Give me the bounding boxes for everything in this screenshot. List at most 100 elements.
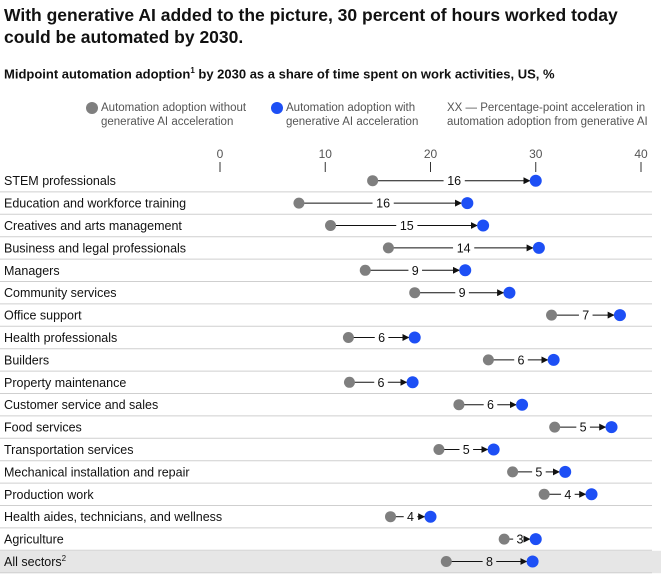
point-without	[343, 376, 355, 388]
row-label: Mechanical installation and repair	[4, 465, 190, 479]
x-tick-label: 20	[424, 147, 438, 161]
row-label: Creatives and arts management	[4, 219, 182, 233]
delta-label: 7	[582, 309, 589, 323]
delta-label: 16	[376, 197, 390, 211]
delta-label: 9	[459, 286, 466, 300]
row-label-text: Business and legal professionals	[4, 241, 186, 255]
row-label: Business and legal professionals	[4, 241, 186, 255]
delta-label: 4	[407, 510, 414, 524]
delta-label: 9	[412, 264, 419, 278]
row-label-text: Managers	[4, 264, 60, 278]
row-label-text: Health aides, technicians, and wellness	[4, 510, 222, 524]
point-without	[546, 309, 558, 321]
delta-label: 6	[487, 398, 494, 412]
chart-row: Customer service and sales 6	[0, 398, 652, 417]
point-with	[547, 353, 560, 366]
point-without	[342, 332, 354, 343]
row-label: All sectors2	[4, 554, 67, 569]
x-tick-label: 40	[634, 147, 648, 161]
row-label: Education and workforce training	[4, 197, 186, 211]
chart-row: Health aides, technicians, and wellness 4	[0, 510, 652, 529]
point-with	[529, 533, 542, 546]
chart-row: Community services 9	[0, 286, 652, 305]
row-label: STEM professionals	[4, 174, 116, 188]
row-label-text: Health professionals	[4, 331, 117, 345]
row-label-text: Agriculture	[4, 533, 64, 547]
row-label-text: Transportation services	[4, 443, 133, 457]
point-without	[433, 444, 445, 455]
chart-row: STEM professionals 16	[0, 174, 652, 193]
point-without	[293, 197, 305, 209]
delta-label: 5	[463, 443, 470, 457]
row-label: Office support	[4, 309, 82, 323]
legend-label-delta: XX — Percentage-point acceleration in au…	[447, 102, 648, 128]
point-without	[453, 399, 465, 411]
subtitle-footnote-marker: 1	[190, 66, 195, 75]
point-with	[459, 264, 472, 277]
point-with	[516, 398, 529, 411]
row-label-text: Creatives and arts management	[4, 219, 182, 233]
chart-row: All sectors2 8	[0, 550, 661, 574]
chart-row: Agriculture 3	[0, 533, 652, 551]
chart-row: Managers 9	[0, 264, 652, 282]
delta-label: 5	[535, 465, 542, 479]
point-with	[613, 309, 626, 322]
point-with	[585, 488, 598, 501]
chart-title: With generative AI added to the picture,…	[4, 5, 618, 47]
point-without	[409, 287, 421, 299]
chart-row: Office support 7	[0, 309, 652, 327]
subtitle-rest: by 2030 as a share of time spent on work…	[194, 66, 555, 82]
chart-row: Health professionals 6	[0, 331, 652, 350]
point-with	[503, 286, 516, 299]
row-label: Health aides, technicians, and wellness	[4, 510, 222, 524]
delta-label: 5	[580, 421, 587, 435]
legend-label-without: Automation adoption without generative A…	[101, 102, 247, 128]
x-axis: 0 10 20 30 40	[217, 147, 648, 172]
chart-row: Education and workforce training 16	[0, 197, 652, 215]
point-with	[477, 219, 490, 232]
chart-row: Food services 5	[0, 421, 652, 439]
legend-label-with: Automation adoption with generative AI a…	[286, 102, 419, 128]
row-label-text: Customer service and sales	[4, 398, 158, 412]
chart-row: Business and legal professionals 14	[0, 241, 652, 260]
chart-row: Mechanical installation and repair 5	[0, 465, 652, 484]
row-label: Health professionals	[4, 331, 117, 345]
delta-label: 14	[457, 241, 471, 255]
delta-label: 15	[400, 219, 414, 233]
row-label-text: Property maintenance	[4, 376, 126, 390]
point-without	[359, 264, 371, 276]
point-without	[498, 533, 510, 545]
delta-label: 6	[378, 376, 385, 390]
point-with	[559, 465, 572, 478]
row-label-text: Builders	[4, 353, 49, 367]
row-label: Agriculture	[4, 533, 64, 547]
point-with	[529, 174, 542, 187]
subtitle-main: Midpoint automation adoption	[4, 66, 191, 82]
delta-label: 8	[486, 555, 493, 569]
highlight-row-bg	[0, 550, 661, 574]
point-without	[482, 354, 494, 366]
delta-label: 6	[378, 331, 385, 345]
point-without	[385, 511, 397, 523]
point-with	[605, 421, 618, 434]
point-without	[367, 175, 379, 187]
legend-blue-dot-icon	[271, 102, 283, 114]
chart-row: Production work 4	[0, 488, 652, 506]
legend-gray-dot-icon	[86, 102, 98, 114]
point-with	[526, 555, 539, 568]
point-without	[440, 556, 452, 567]
chart-row: Transportation services 5	[0, 443, 652, 462]
point-without	[325, 220, 337, 231]
x-tick-label: 10	[319, 147, 333, 161]
row-label-text: Food services	[4, 421, 82, 435]
delta-label: 6	[518, 353, 525, 367]
point-without	[538, 488, 550, 500]
row-label-text: Education and workforce training	[4, 197, 186, 211]
row-label-text: STEM professionals	[4, 174, 116, 188]
row-label: Community services	[4, 286, 117, 300]
row-label-footnote: 2	[62, 554, 67, 563]
row-label: Production work	[4, 488, 94, 502]
chart-row: Builders 6	[0, 353, 652, 372]
point-with	[487, 443, 500, 456]
